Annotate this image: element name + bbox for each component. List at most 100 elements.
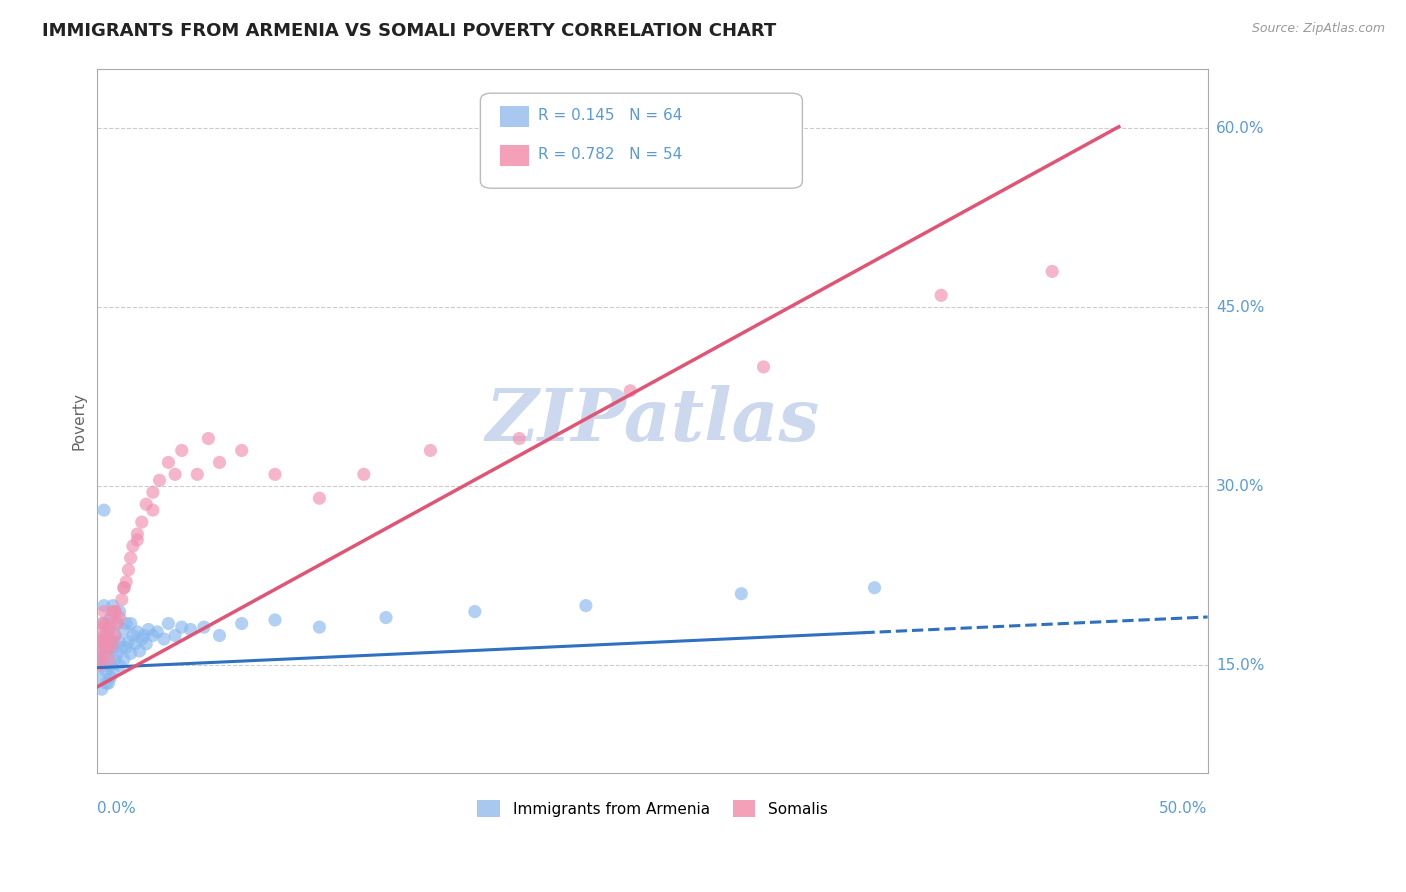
Point <box>131 632 153 646</box>
Point <box>165 467 187 482</box>
Point <box>127 527 149 541</box>
Point <box>353 467 375 482</box>
Point <box>108 605 131 619</box>
Point <box>115 640 138 655</box>
Point <box>193 620 215 634</box>
Point <box>93 599 115 613</box>
Point <box>508 432 530 446</box>
Point <box>752 359 775 374</box>
Point <box>93 503 115 517</box>
Point <box>138 623 160 637</box>
Point <box>97 628 120 642</box>
Point <box>122 628 145 642</box>
Point <box>117 563 139 577</box>
Point <box>97 676 120 690</box>
Point <box>105 646 128 660</box>
Point <box>131 515 153 529</box>
Point <box>93 658 115 673</box>
Point <box>96 646 118 660</box>
Point <box>180 623 202 637</box>
Point <box>132 628 155 642</box>
FancyBboxPatch shape <box>481 93 803 188</box>
Point <box>97 640 120 655</box>
Point <box>111 592 134 607</box>
Point <box>100 610 122 624</box>
Point <box>165 628 187 642</box>
Point <box>89 623 111 637</box>
Point <box>100 670 122 684</box>
Point <box>89 658 111 673</box>
Point <box>186 467 208 482</box>
Point <box>108 658 131 673</box>
Point <box>89 670 111 684</box>
Point <box>112 652 135 666</box>
Point <box>101 599 124 613</box>
Point <box>100 640 122 655</box>
Text: IMMIGRANTS FROM ARMENIA VS SOMALI POVERTY CORRELATION CHART: IMMIGRANTS FROM ARMENIA VS SOMALI POVERT… <box>42 22 776 40</box>
FancyBboxPatch shape <box>501 145 529 166</box>
Text: 45.0%: 45.0% <box>1216 300 1264 315</box>
Text: 60.0%: 60.0% <box>1216 120 1264 136</box>
Point <box>148 473 170 487</box>
Text: R = 0.145   N = 64: R = 0.145 N = 64 <box>538 108 682 123</box>
Point <box>128 644 150 658</box>
Point <box>124 637 146 651</box>
Point <box>96 616 118 631</box>
Point <box>135 637 157 651</box>
Point <box>120 550 142 565</box>
Point <box>464 605 486 619</box>
Point <box>90 616 112 631</box>
Point <box>96 676 118 690</box>
Point <box>93 628 115 642</box>
Y-axis label: Poverty: Poverty <box>72 392 86 450</box>
Point <box>208 455 231 469</box>
Point <box>730 587 752 601</box>
Point <box>120 646 142 660</box>
Point <box>127 624 149 639</box>
Point <box>90 634 112 648</box>
Point <box>96 665 118 679</box>
Point <box>105 616 128 631</box>
Legend: Immigrants from Armenia, Somalis: Immigrants from Armenia, Somalis <box>470 792 835 825</box>
Point <box>619 384 641 398</box>
Point <box>135 497 157 511</box>
Point <box>142 628 165 642</box>
Point <box>111 640 134 655</box>
Point <box>104 628 127 642</box>
Point <box>104 605 127 619</box>
Point <box>93 646 115 660</box>
Point <box>104 652 127 666</box>
Point <box>90 652 112 666</box>
Point <box>863 581 886 595</box>
Point <box>115 574 138 589</box>
Point <box>97 652 120 666</box>
Point <box>108 634 131 648</box>
Point <box>108 610 131 624</box>
Point <box>208 628 231 642</box>
Point <box>1040 264 1063 278</box>
Point <box>419 443 441 458</box>
Point <box>231 443 253 458</box>
Point <box>112 581 135 595</box>
Point <box>117 634 139 648</box>
Point <box>122 539 145 553</box>
Point <box>93 640 115 655</box>
Text: ZIPatlas: ZIPatlas <box>485 385 820 456</box>
Point <box>89 652 111 666</box>
Point <box>575 599 598 613</box>
Point <box>197 432 219 446</box>
Point <box>308 620 330 634</box>
Point <box>101 640 124 655</box>
Point <box>97 623 120 637</box>
Point <box>93 634 115 648</box>
Text: 0.0%: 0.0% <box>97 801 136 816</box>
Point <box>100 616 122 631</box>
Point <box>120 616 142 631</box>
Point <box>112 581 135 595</box>
Point <box>90 634 112 648</box>
Point <box>97 623 120 637</box>
Point <box>157 455 180 469</box>
Point <box>929 288 952 302</box>
Point <box>96 628 118 642</box>
Text: Source: ZipAtlas.com: Source: ZipAtlas.com <box>1251 22 1385 36</box>
